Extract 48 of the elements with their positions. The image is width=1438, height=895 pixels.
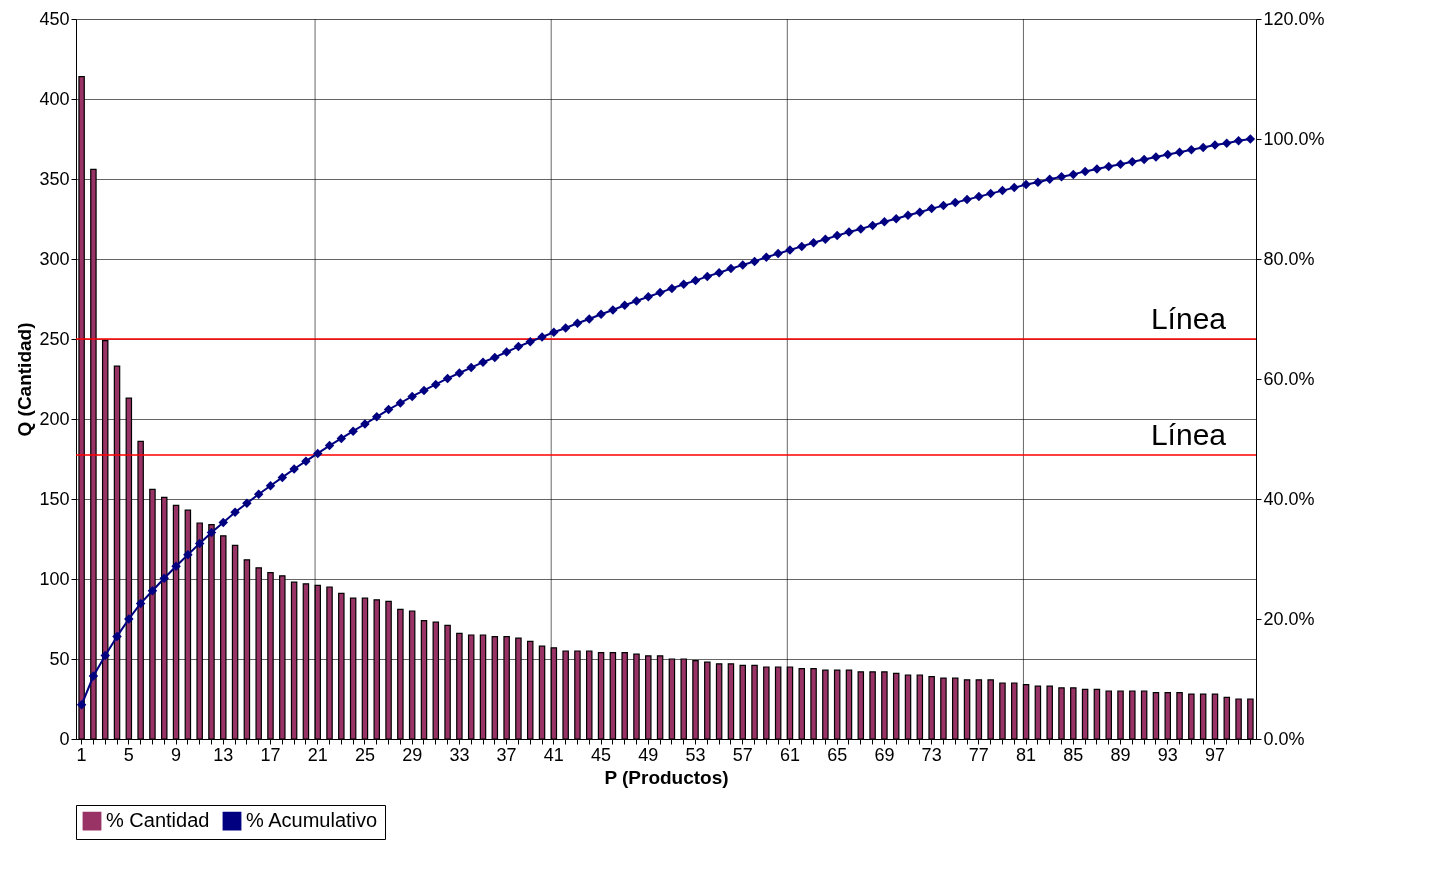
y2-tick-label: 100.0% — [1263, 128, 1325, 149]
legend-label: % Acumulativo — [246, 809, 378, 832]
x-tick-label: 21 — [307, 744, 328, 765]
x-tick-label: 1 — [76, 744, 87, 765]
y2-tick-label: 0.0% — [1263, 728, 1305, 749]
x-tick-label: 85 — [1063, 744, 1084, 765]
y-tick-label: 250 — [39, 328, 70, 349]
x-tick-label: 29 — [402, 744, 423, 765]
x-tick-label: 61 — [779, 744, 800, 765]
x-tick-label: 49 — [638, 744, 659, 765]
y-tick-label: 150 — [39, 488, 70, 509]
y-tick-label: 200 — [39, 408, 70, 429]
x-tick-label: 89 — [1110, 744, 1131, 765]
y-tick-label: 50 — [49, 648, 70, 669]
x-tick-label: 81 — [1016, 744, 1037, 765]
x-tick-label: 5 — [123, 744, 134, 765]
x-tick-label: 53 — [685, 744, 706, 765]
y2-tick-label: 120.0% — [1263, 8, 1325, 29]
y2-tick-label: 40.0% — [1263, 488, 1315, 509]
y2-tick-label: 60.0% — [1263, 368, 1315, 389]
y2-tick-label: 20.0% — [1263, 608, 1315, 629]
y-tick-label: 400 — [39, 88, 70, 109]
x-axis-title: P (Productos) — [604, 766, 729, 788]
y-axis-title: Q (Cantidad) — [14, 322, 36, 437]
x-tick-label: 41 — [543, 744, 564, 765]
ref-line-label: Línea — [1150, 418, 1227, 451]
ref-line-label: Línea — [1150, 302, 1227, 335]
y-tick-label: 350 — [39, 168, 70, 189]
legend-label: % Cantidad — [106, 809, 210, 832]
x-tick-label: 9 — [171, 744, 182, 765]
x-tick-label: 65 — [827, 744, 848, 765]
x-tick-label: 97 — [1204, 744, 1225, 765]
x-tick-label: 17 — [260, 744, 281, 765]
y-tick-label: 0 — [59, 728, 70, 749]
x-tick-label: 13 — [213, 744, 234, 765]
y-tick-label: 450 — [39, 8, 70, 29]
x-tick-label: 57 — [732, 744, 753, 765]
x-tick-label: 77 — [968, 744, 989, 765]
y-tick-label: 100 — [39, 568, 70, 589]
x-tick-label: 45 — [591, 744, 612, 765]
x-tick-label: 33 — [449, 744, 470, 765]
x-tick-label: 37 — [496, 744, 517, 765]
y2-tick-label: 80.0% — [1263, 248, 1315, 269]
x-tick-label: 25 — [354, 744, 375, 765]
x-tick-label: 69 — [874, 744, 895, 765]
x-tick-label: 73 — [921, 744, 942, 765]
y-tick-label: 300 — [39, 248, 70, 269]
x-tick-label: 93 — [1157, 744, 1178, 765]
